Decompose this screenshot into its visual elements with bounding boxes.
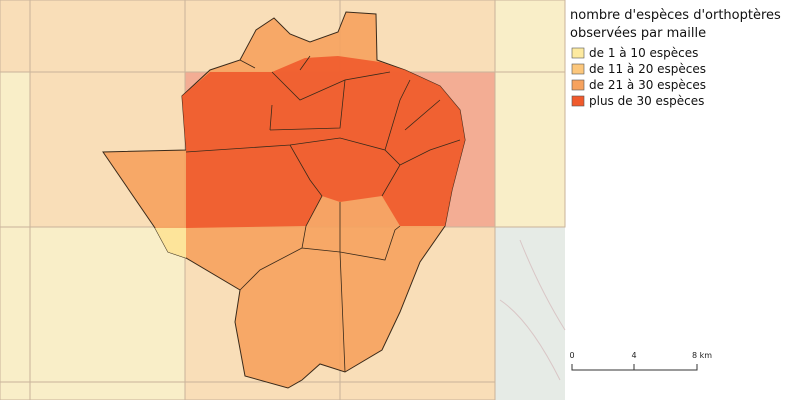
mesh-cell: [494, 0, 566, 73]
base-map-green: [495, 227, 565, 400]
legend-label: plus de 30 espèces: [589, 94, 704, 108]
legend-swatch: [571, 95, 585, 107]
mesh-cell: [0, 71, 31, 228]
scale-label: 8 km: [692, 351, 712, 360]
road: [499, 239, 566, 381]
legend-swatch: [571, 47, 585, 59]
scale-bar: 0 4 8 km: [569, 351, 712, 371]
mesh-cell: [29, 226, 186, 383]
legend-title: observées par maille: [570, 26, 706, 41]
territory: [102, 11, 466, 389]
legend-label: de 11 à 20 espèces: [589, 62, 706, 76]
legend-swatch: [571, 63, 585, 75]
zone-red: [182, 56, 465, 228]
mesh-cell: [0, 0, 31, 73]
commune-boundaries: [185, 55, 461, 373]
mesh-cell: [29, 381, 186, 401]
mesh-cell: [494, 71, 566, 228]
scale-line: [571, 364, 698, 371]
mesh-cell: [184, 381, 341, 401]
zone-yellow: [155, 228, 186, 258]
scale-label: 0: [569, 351, 574, 360]
legend: de 1 à 10 espèces de 11 à 20 espèces de 21…: [571, 46, 706, 108]
mesh-cell: [29, 0, 186, 73]
legend-label: de 21 à 30 espèces: [589, 78, 706, 92]
mesh-cell: [0, 381, 31, 401]
mesh-cell: [339, 381, 496, 401]
legend-swatch: [571, 79, 585, 91]
legend-title: nombre d'espèces d'orthoptères: [570, 8, 781, 23]
scale-label: 4: [631, 351, 636, 360]
mesh-cell: [0, 226, 31, 383]
legend-label: de 1 à 10 espèces: [589, 46, 698, 60]
